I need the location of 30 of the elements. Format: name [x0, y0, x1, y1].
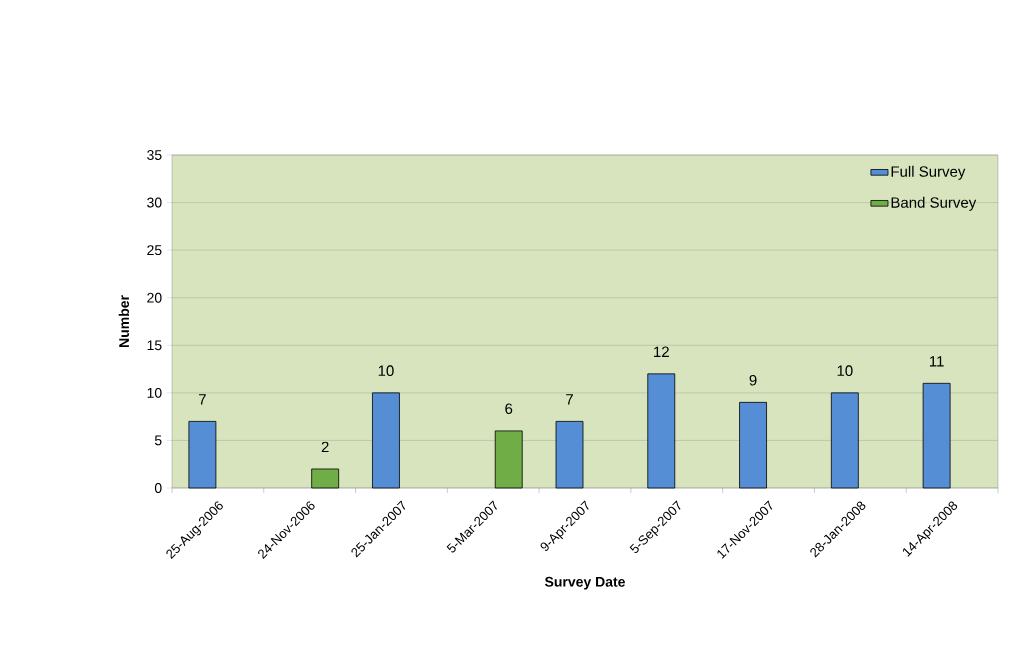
- data-label: 10: [837, 365, 853, 376]
- y-tick-label: 20: [147, 292, 162, 303]
- bar: [188, 421, 217, 489]
- y-tick-label: 35: [147, 150, 162, 160]
- data-label: 7: [198, 394, 206, 405]
- bar: [830, 392, 859, 489]
- bar: [555, 421, 584, 489]
- y-tick-label: 5: [154, 435, 162, 446]
- bar: [647, 373, 676, 489]
- y-tick-label: 15: [147, 340, 162, 351]
- y-tick-label: 30: [147, 197, 162, 208]
- data-label: 2: [321, 441, 329, 453]
- bar: [494, 430, 523, 489]
- data-label: 12: [654, 346, 669, 357]
- bar: [739, 401, 767, 489]
- bar: [922, 382, 951, 489]
- data-label: 6: [505, 403, 513, 415]
- data-label: 11: [929, 356, 944, 367]
- data-label: 10: [378, 365, 394, 376]
- data-label: 9: [749, 374, 757, 386]
- bar: [372, 392, 400, 489]
- y-tick-label: 0: [154, 483, 162, 493]
- y-tick-label: 10: [147, 387, 162, 398]
- legend-label: Band Survey: [891, 196, 977, 211]
- y-tick-label: 25: [147, 245, 162, 256]
- data-label: 7: [566, 394, 573, 405]
- legend-label: Full Survey: [891, 165, 966, 180]
- y-axis-title: Number: [118, 295, 130, 348]
- bar: [311, 468, 340, 489]
- x-axis-title: Survey Date: [544, 576, 625, 590]
